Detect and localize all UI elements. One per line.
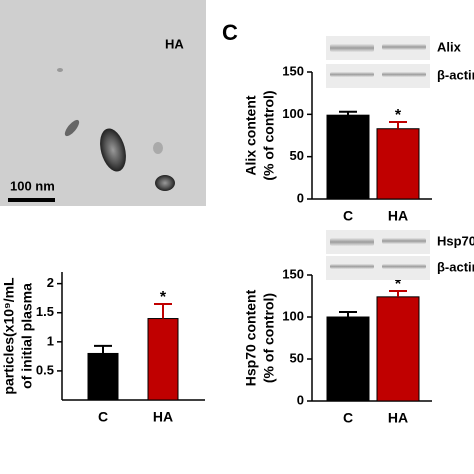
bar (376, 128, 420, 200)
blot-label: Alix (437, 39, 462, 54)
x-tick-label: HA (153, 409, 173, 425)
micrograph-label: HA (165, 36, 184, 51)
error-bar (389, 120, 407, 129)
x-tick-label: HA (388, 208, 408, 224)
error-bar (339, 110, 357, 116)
significance-marker: * (160, 289, 167, 306)
micrograph: 100 nm HA (0, 0, 206, 206)
blot-band (330, 72, 374, 77)
y-tick-label: 50 (290, 350, 304, 365)
y-tick-label: 0.5 (36, 362, 54, 377)
scale-bar-label: 100 nm (10, 178, 55, 193)
x-tick-label: C (343, 410, 353, 426)
y-tick-label: 0 (297, 392, 304, 407)
blot-band (382, 238, 426, 244)
y-tick-label: 150 (282, 63, 304, 78)
significance-marker: * (395, 276, 402, 293)
error-bar (94, 344, 112, 354)
blot-label: β-actin (437, 67, 474, 82)
error-bar (154, 303, 172, 319)
x-tick-label: C (343, 208, 353, 224)
y-tick-label: 0 (297, 190, 304, 205)
y-axis-label: of initial plasma (19, 283, 35, 389)
y-tick-label: 1.5 (36, 304, 54, 319)
y-axis-label: (% of control) (261, 293, 277, 383)
y-tick-label: 2 (47, 275, 54, 290)
y-tick-label: 50 (290, 148, 304, 163)
y-tick-label: 100 (282, 308, 304, 323)
y-axis-label: particles(x10⁹/mL (1, 277, 17, 395)
x-tick-label: HA (388, 410, 408, 426)
y-axis-label: Alix content (243, 95, 259, 175)
blot-band (330, 44, 374, 52)
blot-band (382, 264, 426, 269)
blot-band (330, 238, 374, 246)
bar (87, 352, 119, 401)
x-tick-label: C (98, 409, 108, 425)
panel-label: C (222, 20, 238, 45)
y-tick-label: 1 (47, 333, 54, 348)
bar (326, 316, 370, 402)
bar (376, 296, 420, 402)
y-axis-label: (% of control) (261, 90, 277, 180)
error-bar (339, 310, 357, 317)
blot-band (330, 264, 374, 269)
bar (326, 114, 370, 200)
bar (147, 318, 179, 401)
error-bar (389, 289, 407, 297)
blot-label: β-actin (437, 259, 474, 274)
blot-band (382, 72, 426, 77)
blot-label: Hsp70 (437, 233, 474, 248)
y-tick-label: 100 (282, 106, 304, 121)
y-tick-label: 150 (282, 266, 304, 281)
significance-marker: * (395, 107, 402, 124)
y-axis-label: Hsp70 content (243, 289, 259, 386)
blot-band (382, 44, 426, 50)
